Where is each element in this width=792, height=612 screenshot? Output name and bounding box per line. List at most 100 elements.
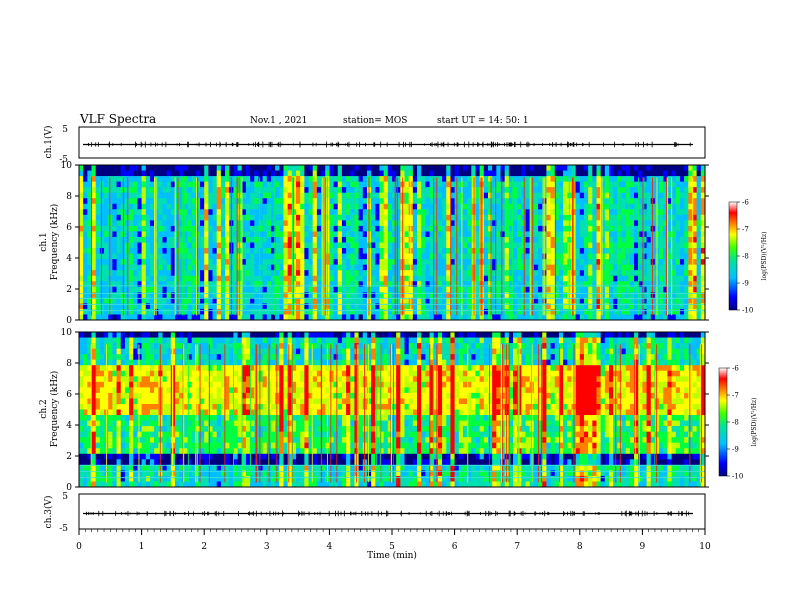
spectrogram-cell	[341, 242, 347, 249]
spectrogram-cell	[270, 225, 276, 232]
spectrogram-cell	[679, 181, 685, 188]
spectrogram-cell	[604, 248, 610, 254]
spectrogram-cell	[258, 165, 263, 171]
spectrogram-cell	[354, 248, 359, 254]
spectrogram-cell	[592, 170, 597, 177]
spectrogram-cell	[212, 286, 218, 293]
spectrogram-cell	[170, 165, 176, 171]
spectrogram-cell	[174, 165, 180, 171]
spectrogram-cell	[684, 187, 689, 193]
spectrogram-cell	[379, 236, 384, 243]
spectrogram-cell	[99, 253, 105, 260]
spectrogram-cell	[450, 308, 455, 315]
spectrogram-cell	[596, 203, 601, 210]
spectrogram-cell	[583, 308, 589, 315]
spectrogram-cell	[283, 236, 288, 243]
spectrogram-cell	[341, 303, 347, 310]
spectrogram-cell	[462, 170, 468, 177]
spectrogram-cell	[375, 236, 380, 243]
spectrogram-cell	[216, 236, 222, 243]
spectrogram-cell	[458, 242, 464, 249]
spectrogram-cell	[483, 203, 489, 210]
spectrogram-cell	[241, 286, 247, 293]
spectrogram-cell	[371, 214, 376, 221]
spectrogram-cell	[99, 281, 105, 288]
spectrogram-cell	[429, 214, 435, 221]
figure-title: VLF Spectra	[79, 112, 156, 126]
spectrogram-cell	[517, 259, 522, 265]
spectrogram-cell	[688, 242, 693, 249]
spectrogram-cell	[133, 376, 138, 383]
spectrogram-cell	[504, 248, 510, 254]
spectrogram-cell	[149, 264, 155, 271]
spectrogram-cell	[379, 259, 384, 265]
spectrogram-cell	[650, 297, 656, 304]
spectrogram-cell	[79, 165, 84, 171]
spectrogram-cell	[675, 181, 681, 188]
spectrogram-cell	[141, 253, 147, 260]
spectrogram-cell	[124, 376, 130, 383]
spectrogram-cell	[358, 165, 364, 171]
spectrogram-cell	[337, 314, 343, 321]
spectrogram-cell	[208, 225, 213, 232]
spectrogram-cell	[437, 214, 443, 221]
spectrogram-cell	[91, 409, 96, 416]
spectrogram-cell	[517, 242, 522, 249]
spectrogram-cell	[638, 264, 643, 271]
spectrogram-cell	[450, 165, 455, 171]
spectrogram-cell	[283, 214, 288, 221]
spectrogram-cell	[546, 248, 551, 254]
spectrogram-cell	[179, 187, 184, 193]
spectrogram-cell	[613, 242, 618, 249]
spectrogram-cell	[513, 264, 518, 271]
spectrogram-cell	[671, 297, 677, 304]
spectrogram-cell	[129, 187, 134, 193]
spectrogram-cell	[220, 170, 226, 177]
spectrogram-cell	[579, 198, 585, 205]
spectrogram-cell	[279, 242, 284, 249]
spectrogram-cell	[95, 392, 101, 399]
spectrogram-cell	[446, 281, 451, 288]
spectrogram-cell	[396, 248, 401, 254]
spectrogram-cell	[642, 297, 647, 304]
spectrogram-cell	[442, 170, 447, 177]
spectrogram-cell	[124, 332, 130, 338]
spectrogram-cell	[546, 214, 551, 221]
spectrogram-cell	[120, 370, 126, 377]
spectrogram-cell	[671, 292, 677, 299]
spectrogram-cell	[621, 248, 626, 254]
spectrogram-cell	[162, 259, 167, 265]
spectrogram-cell	[554, 165, 560, 171]
spectrogram-cell	[95, 442, 101, 449]
spectrogram-cell	[279, 314, 284, 321]
spectrogram-cell	[517, 181, 522, 188]
spectrogram-cell	[166, 308, 172, 315]
spectrogram-cell	[162, 170, 167, 177]
spectrogram-cell	[358, 242, 364, 249]
spectrogram-cell	[129, 415, 134, 421]
spectrogram-cell	[346, 203, 351, 210]
spectrogram-cell	[266, 209, 272, 216]
spectrogram-cell	[571, 253, 576, 260]
spectrogram-cell	[145, 236, 151, 243]
spectrogram-cell	[312, 236, 318, 243]
spectrogram-cell	[341, 225, 347, 232]
spectrogram-cell	[629, 253, 635, 260]
spectrogram-cell	[87, 214, 92, 221]
spectrogram-cell	[116, 187, 122, 193]
spectrogram-cell	[692, 275, 697, 282]
spectrogram-cell	[533, 259, 539, 265]
spectrogram-cell	[154, 170, 159, 177]
spectrogram-cell	[588, 264, 593, 271]
spectrogram-cell	[137, 264, 142, 271]
spectrogram-cell	[458, 248, 464, 254]
spectrogram-cell	[654, 314, 660, 321]
spectrogram-cell	[183, 303, 188, 310]
spectrogram-cell	[646, 203, 652, 210]
spectrogram-cell	[617, 198, 622, 205]
spectrogram-cell	[634, 170, 639, 177]
spectrogram-cell	[634, 214, 639, 221]
spectrogram-cell	[304, 187, 309, 193]
spectrogram-cell	[638, 275, 643, 282]
spectrogram-cell	[341, 181, 347, 188]
